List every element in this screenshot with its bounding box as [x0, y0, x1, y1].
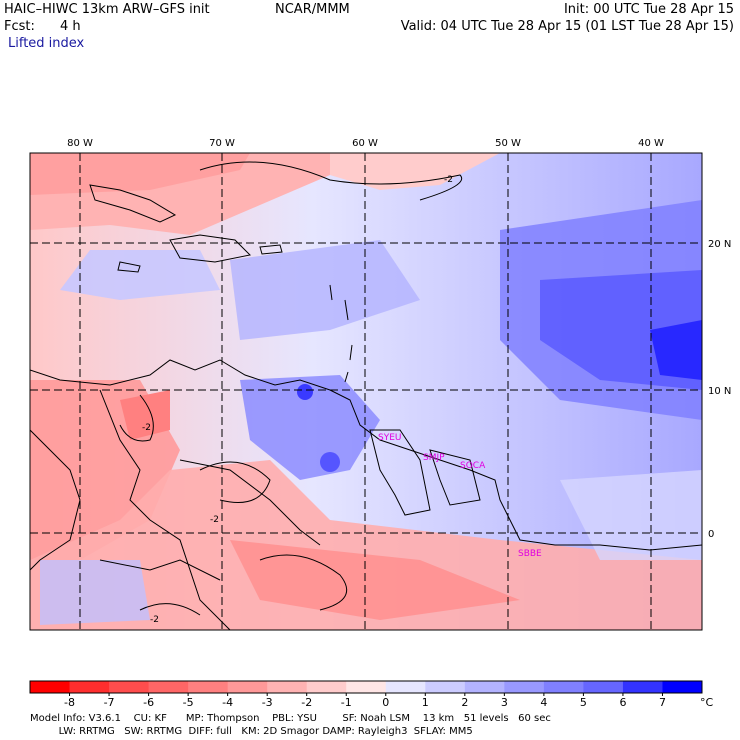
colorbar-frame — [29, 680, 703, 694]
contour-label: -2 — [150, 615, 159, 625]
station-label: SMJP — [423, 453, 445, 463]
init-time: Init: 00 UTC Tue 28 Apr 15 — [563, 2, 734, 17]
colorbar-tick-label: -2 — [301, 696, 312, 709]
colorbar-tick-label: -7 — [104, 696, 115, 709]
colorbar-tick-label: 6 — [619, 696, 626, 709]
forecast-label: Fcst: — [4, 19, 35, 34]
colorbar-swatch — [385, 681, 426, 693]
colorbar-swatch — [464, 681, 505, 693]
lat-lon-grid — [30, 153, 702, 630]
colorbar-tick-label: 4 — [540, 696, 547, 709]
map-frame — [29, 152, 703, 631]
colorbar-tick-label: 2 — [461, 696, 468, 709]
colorbar-swatch — [30, 681, 71, 693]
coastlines — [30, 184, 702, 630]
forecast-value: 4 h — [60, 19, 81, 34]
station-label: SYEU — [378, 433, 401, 443]
station-label: SBBE — [518, 549, 542, 559]
colorbar-swatch — [583, 681, 624, 693]
colorbar-tick-label: -5 — [183, 696, 194, 709]
lon-label: 70 W — [209, 138, 235, 149]
colorbar-swatch — [188, 681, 229, 693]
colorbar-tick-label: -3 — [262, 696, 273, 709]
colorbar-swatch — [504, 681, 545, 693]
lon-label: 60 W — [352, 138, 378, 149]
colorbar-tick-label: -8 — [64, 696, 75, 709]
model-info-line1: Model Info: V3.6.1 CU: KF MP: Thompson P… — [30, 713, 551, 724]
lon-label: 40 W — [638, 138, 664, 149]
colorbar-tick-label: 3 — [501, 696, 508, 709]
colorbar-swatch — [425, 681, 466, 693]
colorbar-swatch — [109, 681, 150, 693]
colorbar-tick-label: -4 — [222, 696, 233, 709]
colorbar-swatch — [346, 681, 387, 693]
colorbar-swatch — [662, 681, 703, 693]
org-label: NCAR/MMM — [275, 2, 350, 17]
colorbar-tick-label: 0 — [382, 696, 389, 709]
model-info-line2: LW: RRTMG SW: RRTMG DIFF: full KM: 2D Sm… — [30, 726, 473, 737]
colorbar: -8 -7 -6 -5 -4 -3 -2 -1 0 1 2 3 4 5 6 7 °C — [29, 680, 714, 709]
colorbar-swatch — [622, 681, 663, 693]
colorbar-swatch — [227, 681, 268, 693]
colorbar-swatch — [306, 681, 347, 693]
lon-label: 50 W — [495, 138, 521, 149]
lon-label: 80 W — [67, 138, 93, 149]
colorbar-unit: °C — [700, 696, 714, 709]
colorbar-tick-label: -6 — [143, 696, 154, 709]
colorbar-swatch — [69, 681, 110, 693]
colorbar-tick-label: -1 — [341, 696, 352, 709]
contour-label: -2 — [142, 423, 151, 433]
lat-label: 0 — [708, 529, 714, 540]
contours — [119, 161, 463, 616]
field-name: Lifted index — [8, 36, 85, 51]
colorbar-swatch — [267, 681, 308, 693]
lat-label: 20 N — [708, 239, 731, 250]
model-title: HAIC–HIWC 13km ARW–GFS init — [4, 2, 210, 17]
colorbar-tick-label: 1 — [422, 696, 429, 709]
colorbar-swatch — [148, 681, 189, 693]
station-label: SOCA — [460, 461, 486, 471]
valid-time: Valid: 04 UTC Tue 28 Apr 15 (01 LST Tue … — [400, 19, 734, 34]
contour-label: -2 — [210, 515, 219, 525]
field-shading — [30, 153, 702, 630]
colorbar-tick-label: 5 — [580, 696, 587, 709]
contour-label: -2 — [444, 175, 453, 185]
colorbar-swatch — [543, 681, 584, 693]
colorbar-tick-label: 7 — [659, 696, 666, 709]
lat-label: 10 N — [708, 386, 731, 397]
